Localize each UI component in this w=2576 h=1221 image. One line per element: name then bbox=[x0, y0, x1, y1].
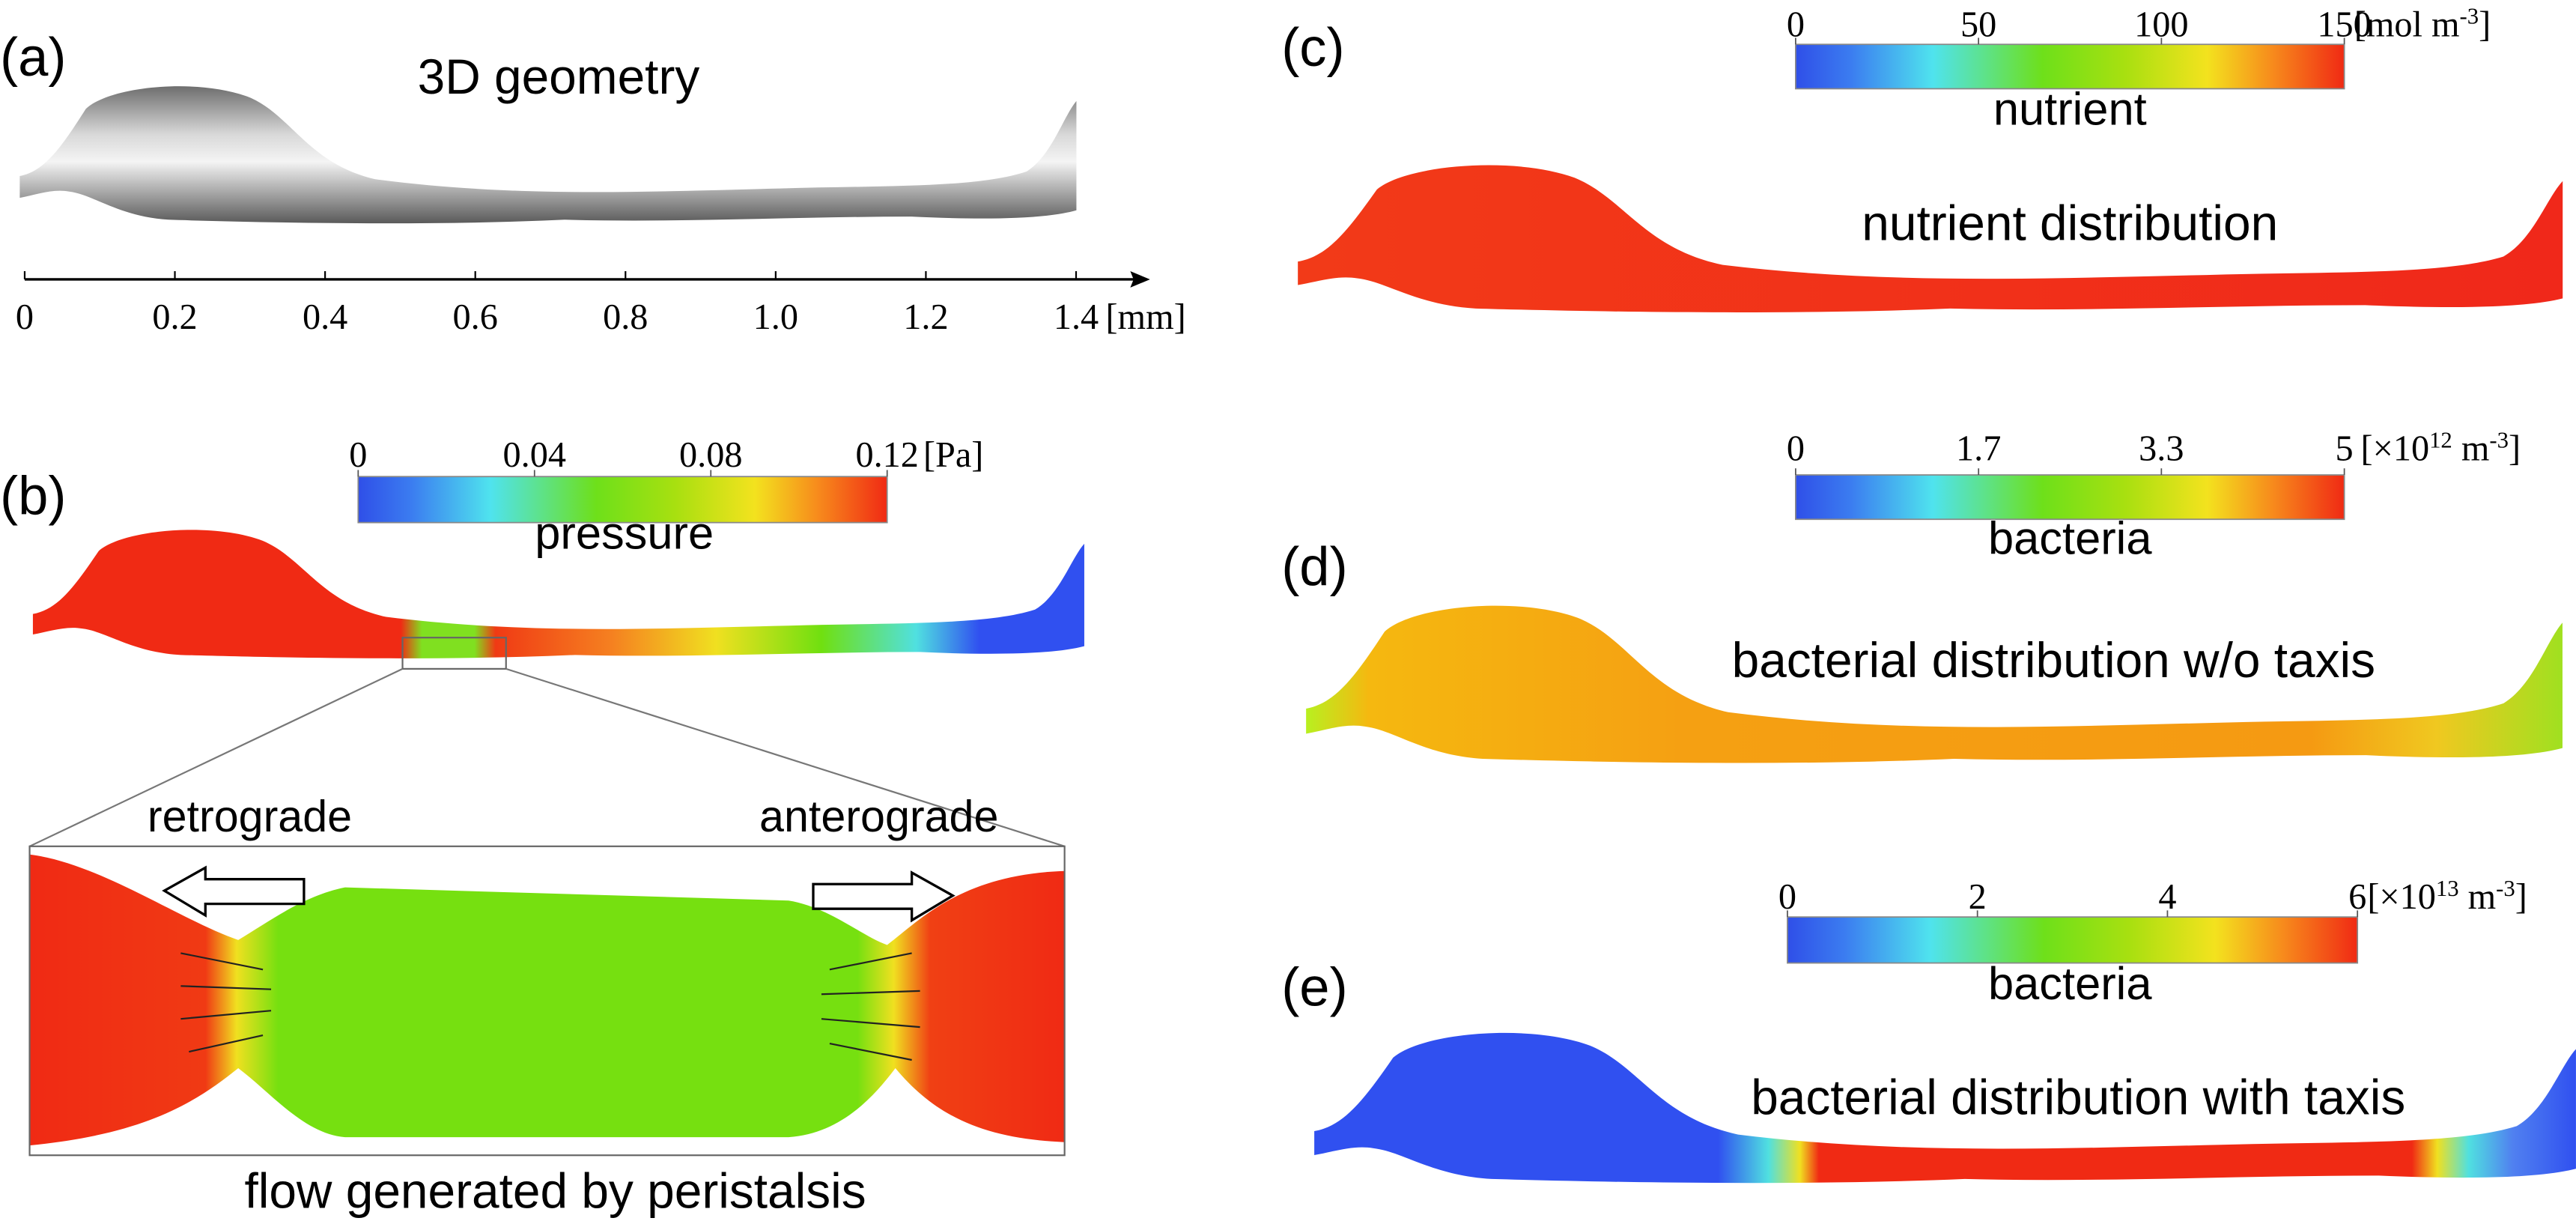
x-tick-label: 0 bbox=[16, 297, 34, 337]
zoom-box bbox=[401, 637, 507, 670]
unit-part: -3 bbox=[2460, 3, 2479, 28]
panel-title: bacterial distribution with taxis bbox=[1751, 1069, 2405, 1124]
colorbar bbox=[1795, 43, 2345, 90]
axis-arrow bbox=[1130, 270, 1150, 288]
unit-part: -3 bbox=[2496, 876, 2515, 901]
x-tick-label: 1.4 bbox=[1054, 297, 1099, 337]
x-tick-label: 0.2 bbox=[152, 297, 197, 337]
geometry-3d bbox=[19, 86, 1077, 224]
panel-title: 3D geometry bbox=[418, 49, 700, 104]
colorbar bbox=[357, 476, 888, 524]
unit-part: 12 bbox=[2429, 427, 2452, 452]
x-tick-label: 1.2 bbox=[903, 297, 948, 337]
x-tick-label: 1.0 bbox=[753, 297, 798, 337]
zoom-frame bbox=[28, 845, 1066, 1157]
colorbar-tick-label: 3.3 bbox=[2139, 428, 2184, 468]
unit-part: ] bbox=[2515, 877, 2527, 917]
panel-title: nutrient distribution bbox=[1862, 195, 2278, 250]
colorbar-tick-label: 100 bbox=[2134, 4, 2188, 44]
colorbar-unit: [Pa] bbox=[923, 435, 983, 475]
colorbar-tick-label: 0.12 bbox=[855, 435, 918, 475]
panel-label: (a) bbox=[0, 27, 66, 88]
panel-label: (d) bbox=[1281, 536, 1347, 597]
unit-part: m bbox=[2459, 877, 2497, 917]
x-tick-label: 0.6 bbox=[453, 297, 498, 337]
unit-part: [mol m bbox=[2354, 4, 2460, 44]
unit-part: [Pa] bbox=[923, 435, 983, 475]
colorbar-unit: [×1013 m-3] bbox=[2367, 876, 2527, 917]
colorbar bbox=[1787, 916, 2359, 964]
colorbar bbox=[1795, 474, 2345, 521]
unit-part: m bbox=[2452, 428, 2490, 468]
zoomed-flow bbox=[29, 854, 1065, 1146]
anterograde-arrow bbox=[812, 870, 956, 923]
panel-title: bacterial distribution w/o taxis bbox=[1732, 632, 2375, 688]
axis-unit: [mm] bbox=[1105, 297, 1185, 337]
colorbar-tick-label: 0.08 bbox=[679, 435, 742, 475]
colorbar-tick-label: 0 bbox=[1787, 428, 1805, 468]
colorbar-tick-label: 5 bbox=[2336, 428, 2354, 468]
x-tick-label: 0.4 bbox=[303, 297, 347, 337]
panel-label: (b) bbox=[0, 466, 66, 527]
colorbar-tick-label: 1.7 bbox=[1956, 428, 2001, 468]
unit-part: ] bbox=[2509, 428, 2521, 468]
colorbar-tick-label: 0 bbox=[1778, 877, 1796, 917]
caption: flow generated by peristalsis bbox=[244, 1163, 866, 1218]
colorbar-unit: [×1012 m-3] bbox=[2361, 427, 2521, 468]
colorbar-name: pressure bbox=[535, 508, 714, 560]
colorbar-tick-label: 4 bbox=[2158, 877, 2176, 917]
panel-label: (c) bbox=[1281, 17, 1344, 78]
unit-part: [×10 bbox=[2361, 428, 2430, 468]
flow-vectors bbox=[180, 952, 920, 1061]
colorbar-tick-label: 0 bbox=[1787, 4, 1805, 44]
colorbar-tick-label: 0 bbox=[349, 435, 367, 475]
zoom-line bbox=[29, 667, 404, 847]
colorbar-tick-label: 6 bbox=[2348, 877, 2366, 917]
colorbar-name: nutrient bbox=[1993, 84, 2147, 136]
x-tick-label: 0.8 bbox=[603, 297, 648, 337]
unit-part: 13 bbox=[2436, 876, 2459, 901]
retrograde-arrow bbox=[162, 865, 306, 918]
colorbar-name: bacteria bbox=[1988, 512, 2152, 564]
unit-part: ] bbox=[2479, 4, 2491, 44]
colorbar-tick-label: 150 bbox=[2317, 4, 2371, 44]
panel-label: (e) bbox=[1281, 957, 1347, 1018]
unit-part: [×10 bbox=[2367, 877, 2436, 917]
annotation: anterograde bbox=[759, 791, 998, 841]
colorbar-tick-label: 0.04 bbox=[503, 435, 566, 475]
colorbar-tick-label: 2 bbox=[1969, 877, 1987, 917]
annotation: retrograde bbox=[148, 791, 352, 841]
colorbar-name: bacteria bbox=[1988, 958, 2152, 1010]
colorbar-tick-label: 50 bbox=[1960, 4, 1996, 44]
colorbar-unit: [mol m-3] bbox=[2354, 3, 2491, 44]
unit-part: -3 bbox=[2489, 427, 2509, 452]
zoom-line bbox=[505, 667, 1065, 847]
